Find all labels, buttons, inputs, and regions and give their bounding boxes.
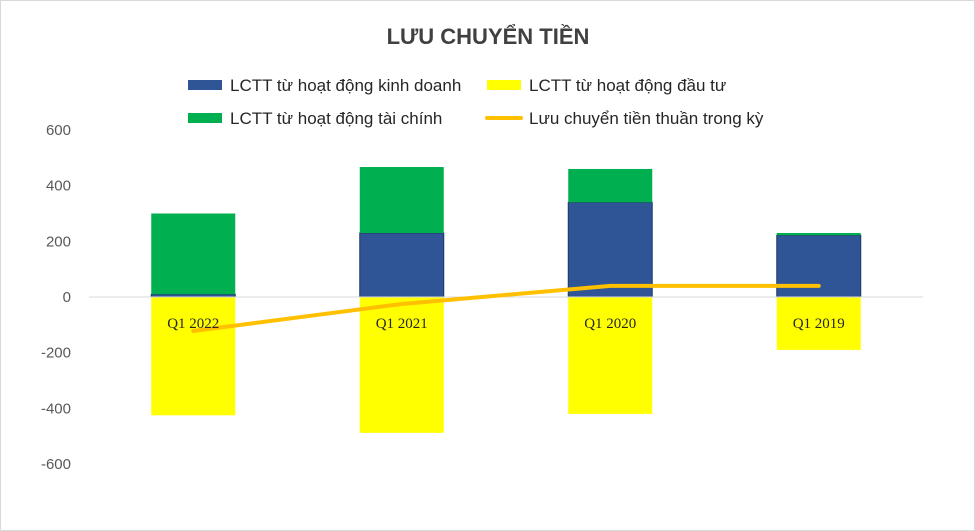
bar-segment bbox=[151, 213, 236, 295]
bar-segment bbox=[568, 297, 653, 414]
category-label: Q1 2022 bbox=[167, 316, 219, 332]
y-axis: 600 400 200 0 -200 -400 -600 bbox=[41, 122, 71, 473]
bars bbox=[150, 167, 862, 433]
net-flow-line-group bbox=[191, 283, 821, 333]
legend-label: Lưu chuyển tiền thuần trong kỳ bbox=[529, 109, 764, 128]
bar-segment bbox=[568, 168, 653, 203]
legend-label: LCTT từ hoạt động đầu tư bbox=[529, 76, 726, 95]
y-tick-label: 200 bbox=[46, 233, 71, 250]
legend: LCTT từ hoạt động kinh doanh LCTT từ hoạt… bbox=[188, 76, 764, 128]
category-labels: Q1 2022 Q1 2021 Q1 2020 Q1 2019 bbox=[167, 316, 845, 332]
category-label: Q1 2020 bbox=[584, 316, 636, 332]
y-tick-label: 0 bbox=[63, 289, 71, 306]
legend-item: LCTT từ hoạt động đầu tư bbox=[487, 76, 726, 95]
legend-item: Lưu chuyển tiền thuần trong kỳ bbox=[485, 109, 764, 128]
bar-segment bbox=[359, 232, 445, 298]
bar-segment bbox=[776, 232, 861, 236]
legend-item: LCTT từ hoạt động kinh doanh bbox=[188, 76, 461, 95]
legend-swatch bbox=[188, 113, 222, 123]
category-label: Q1 2019 bbox=[793, 316, 845, 332]
legend-swatch bbox=[188, 80, 222, 90]
y-tick-label: -600 bbox=[41, 456, 71, 473]
bar-segment bbox=[359, 297, 444, 433]
bar-segment bbox=[151, 297, 236, 416]
legend-label: LCTT từ hoạt động tài chính bbox=[230, 109, 442, 128]
bar-segment bbox=[567, 201, 653, 298]
legend-swatch bbox=[487, 80, 521, 90]
category-label: Q1 2021 bbox=[376, 316, 428, 332]
legend-item: LCTT từ hoạt động tài chính bbox=[188, 109, 442, 128]
legend-label: LCTT từ hoạt động kinh doanh bbox=[230, 76, 461, 95]
bar-segment bbox=[776, 297, 861, 350]
y-tick-label: -400 bbox=[41, 400, 71, 417]
bar-segment bbox=[359, 167, 444, 233]
y-tick-label: 400 bbox=[46, 178, 71, 195]
y-tick-label: -200 bbox=[41, 345, 71, 362]
y-tick-label: 600 bbox=[46, 122, 71, 139]
net-flow-line bbox=[191, 283, 821, 333]
chart-title: LƯU CHUYỂN TIỀN bbox=[387, 24, 590, 49]
